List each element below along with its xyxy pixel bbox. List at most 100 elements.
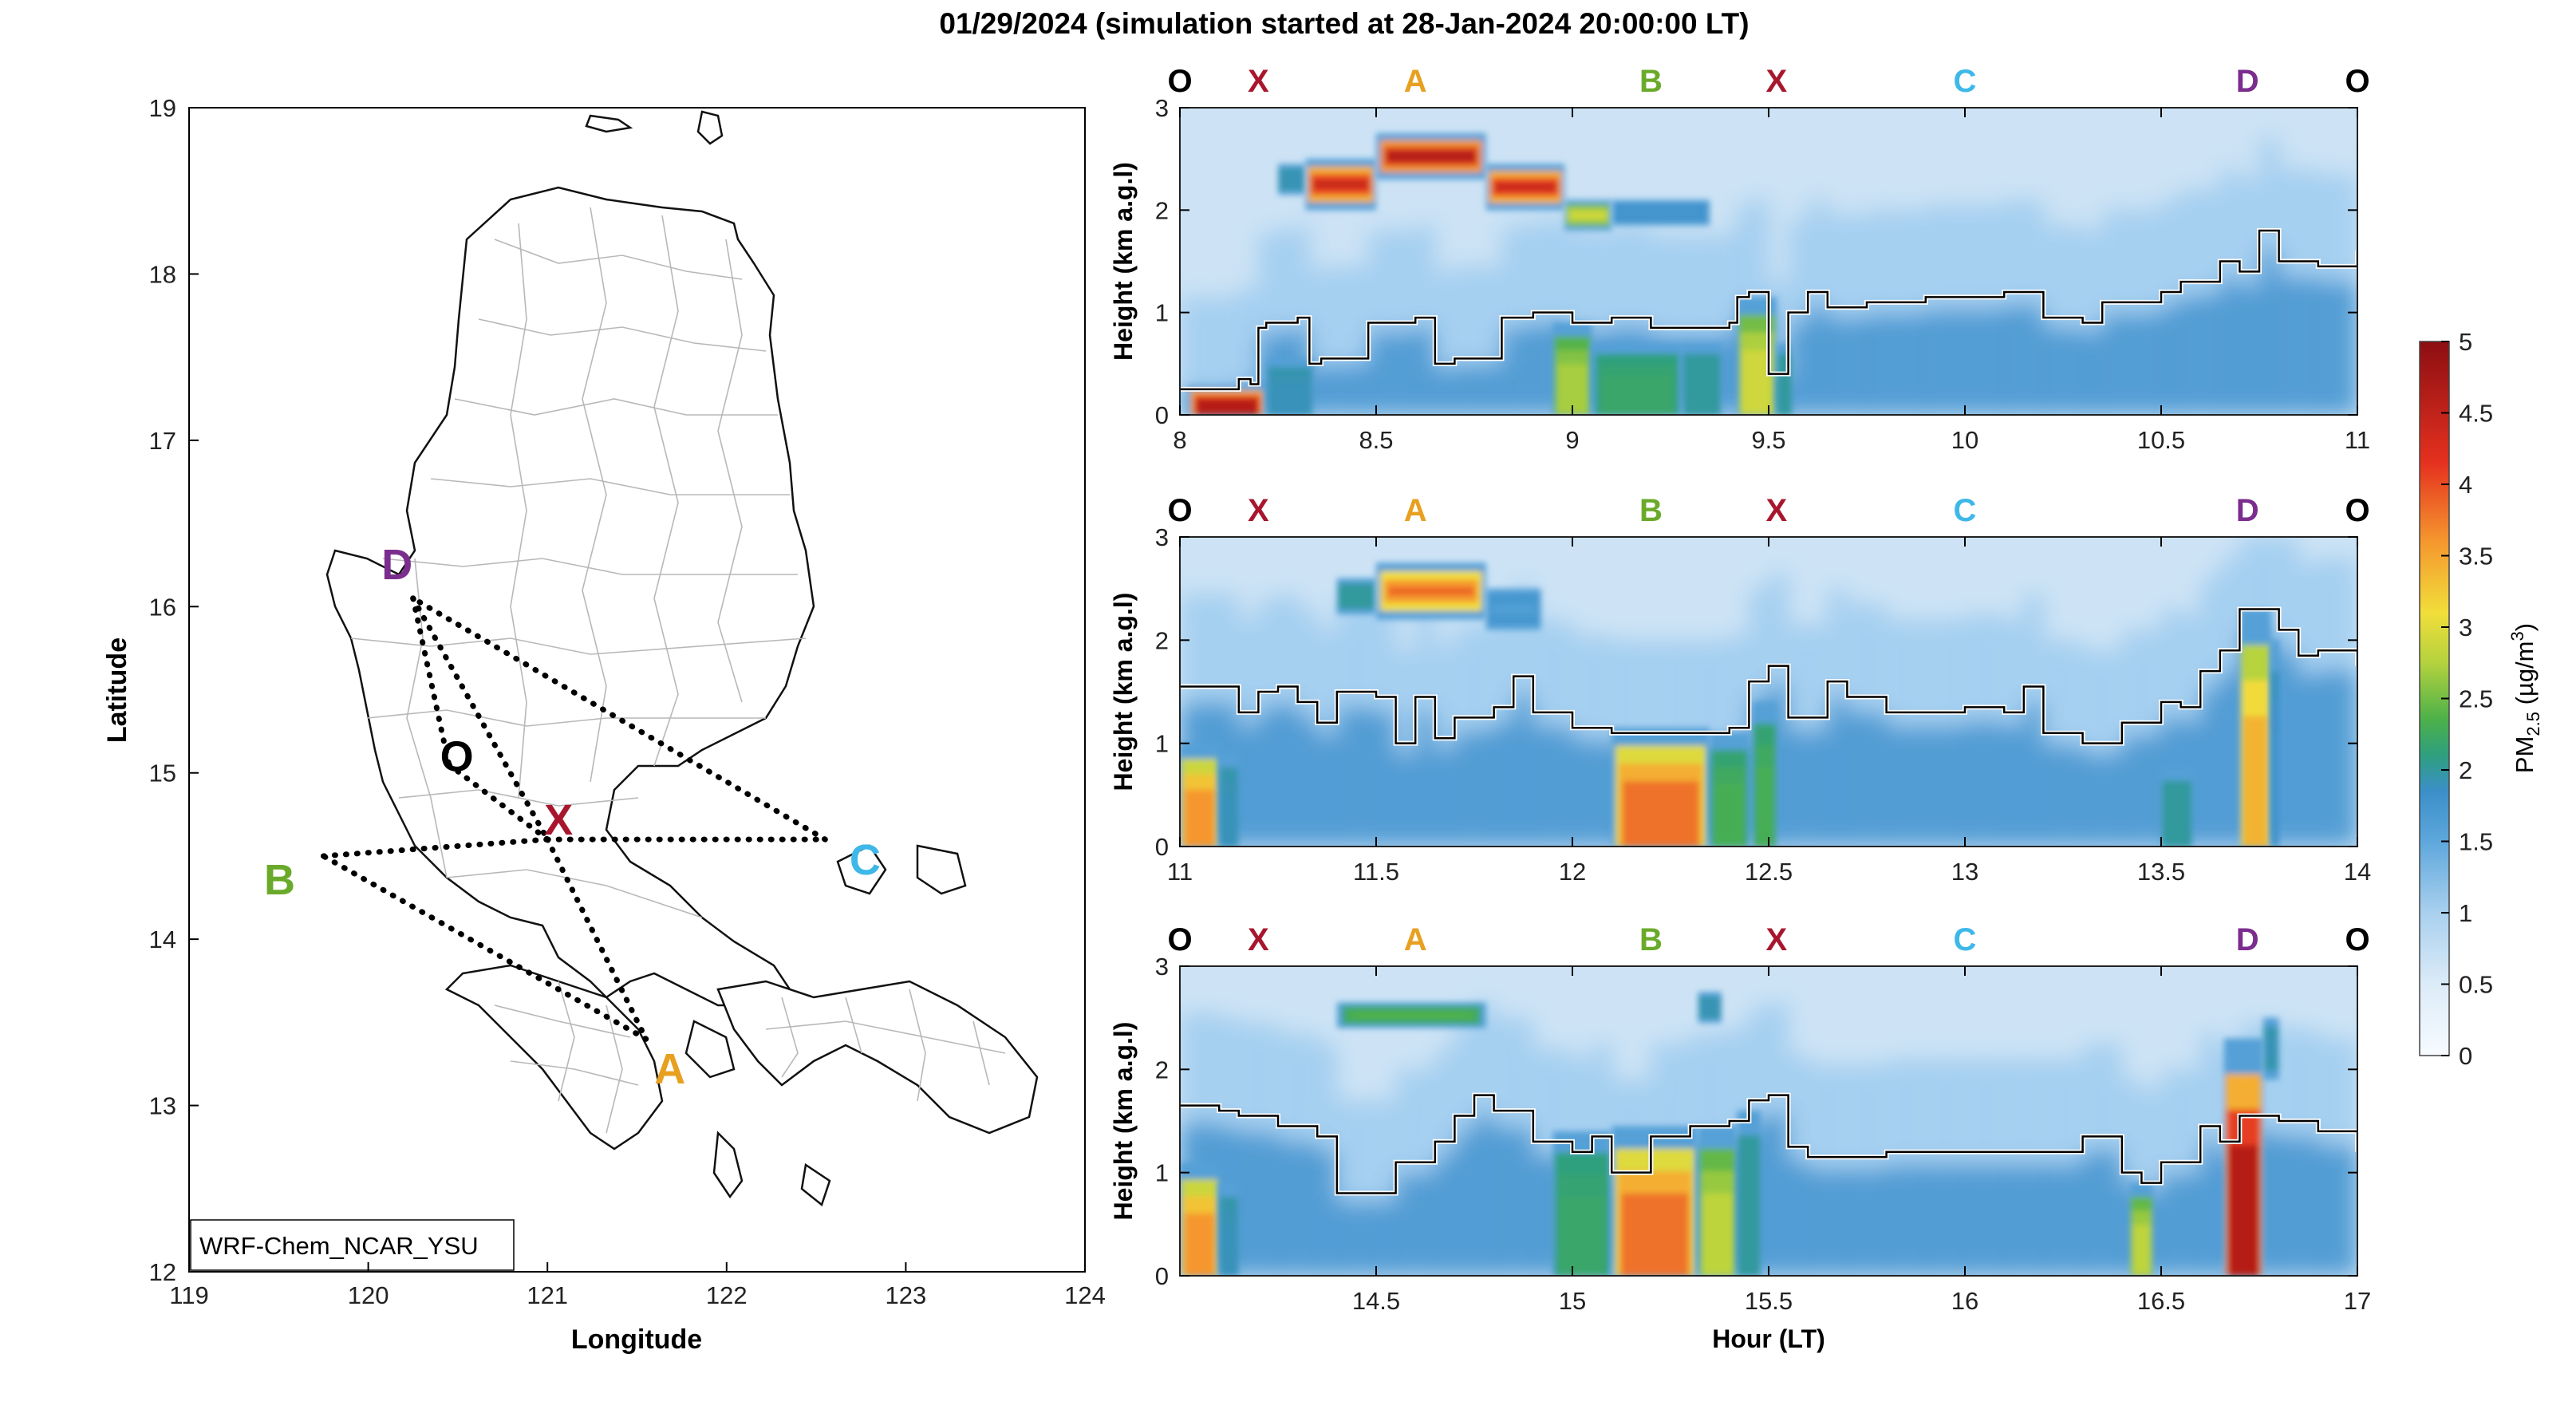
upper-layer-cell (1729, 231, 1738, 333)
plume (1552, 322, 1592, 415)
mixed-layer-cell (1493, 720, 1515, 847)
mixed-layer-cell (1317, 735, 1338, 847)
plume (1485, 588, 1541, 630)
route-segment-c-d (410, 595, 828, 843)
colorbar-tick-label: 0 (2459, 1042, 2472, 1070)
plume (1611, 199, 1710, 226)
upper-layer-cell (2004, 1059, 2045, 1165)
map-y-tick-label: 15 (149, 760, 176, 787)
plume (2270, 640, 2279, 847)
route-segment-o-x (446, 761, 550, 843)
x-tick-label: 13.5 (2137, 858, 2185, 886)
route-label-o: O (1167, 922, 1192, 957)
route-label-o: O (2345, 922, 2369, 957)
mixed-layer-cell (1769, 1113, 1789, 1276)
mixed-layer-cell (1501, 327, 1534, 415)
mixed-layer-cell (1258, 336, 1268, 415)
mixed-layer-cell (2004, 725, 2025, 847)
plume-layer (1569, 213, 1607, 217)
route-label-b: B (1639, 922, 1663, 957)
plume-layer (2164, 803, 2189, 847)
plume (2223, 1038, 2263, 1276)
map-x-tick-label: 122 (706, 1281, 748, 1309)
mixed-layer-cell (2239, 286, 2260, 415)
plume (2161, 769, 2193, 847)
route-segment-d-x (410, 595, 550, 843)
upper-layer-cell (1485, 266, 1503, 365)
map-x-tick-label: 121 (527, 1281, 568, 1309)
plume-layer (1184, 789, 1215, 847)
plume-layer (1184, 1213, 1215, 1276)
map-y-tick-label: 12 (149, 1258, 176, 1286)
map-point-d: D (381, 541, 412, 589)
x-tick-label: 15 (1559, 1287, 1586, 1315)
plume-layer (1700, 1005, 1719, 1009)
map-model-label: WRF-Chem_NCAR_YSU (199, 1232, 479, 1260)
colorbar-tick-label: 1 (2459, 899, 2472, 927)
upper-layer-cell (1501, 225, 1534, 328)
upper-layer-cell (1368, 231, 1417, 333)
map-y-label: Latitude (102, 637, 132, 743)
route-label-o: O (2345, 64, 2369, 99)
mixed-layer-cell (2318, 1146, 2357, 1276)
mixed-layer-cell (1847, 1169, 1888, 1276)
upper-layer-cell (1690, 640, 1730, 744)
colorbar-ticks: 0 0.5 1 1.5 2 2.5 3 3.5 4 4.5 5 (2441, 328, 2493, 1070)
colorbar-label-sub: 2.5 (2523, 712, 2543, 736)
mixed-layer-cell (2298, 674, 2319, 847)
mixed-layer-cell (1485, 364, 1503, 415)
mixed-layer-cell (1533, 725, 1573, 847)
mixed-layer-cell (1808, 1169, 1848, 1276)
route-label-a: A (1404, 493, 1427, 528)
upper-layer-cell (1788, 220, 1809, 323)
colorbar-tick-label: 4.5 (2459, 400, 2493, 428)
map-point-b: B (264, 856, 295, 904)
upper-layer-cell (1297, 609, 1319, 717)
plume (1305, 159, 1376, 211)
plume-layer (2228, 1145, 2259, 1276)
x-tick-label: 9 (1565, 426, 1579, 454)
route-label-x: X (1248, 493, 1269, 528)
upper-layer-cell (1493, 614, 1515, 721)
x-tick-label: 11 (2345, 426, 2370, 454)
mixed-layer-cell (2278, 1136, 2319, 1276)
map-y-tick-label: 13 (149, 1092, 176, 1120)
plume-layer (1559, 1196, 1605, 1276)
upper-layer-cell (1258, 235, 1268, 337)
x-tick-label: 12 (1559, 858, 1586, 886)
upper-layer-cell (1238, 286, 1252, 383)
upper-layer-cell (2082, 231, 2104, 333)
upper-layer-cell (2121, 1079, 2143, 1183)
route-segment-b-x (320, 836, 550, 859)
route-label-x: X (1765, 64, 1787, 99)
upper-layer-cell (2004, 199, 2045, 305)
mixed-layer-cell (2161, 304, 2182, 415)
upper-layer-cell (2318, 174, 2357, 282)
map-x-tick-label: 119 (169, 1281, 208, 1309)
mixed-layer-cell (2102, 313, 2162, 415)
route-label-x: X (1248, 922, 1269, 957)
upper-layer-cell (1278, 1033, 1319, 1142)
upper-layer-cell (2082, 650, 2123, 754)
upper-layer-cell (2082, 1044, 2123, 1151)
route-segment-x-a (544, 836, 649, 1042)
mixed-layer-cell (2180, 294, 2221, 415)
x-tick-label: 17 (2344, 1287, 2371, 1315)
y-axis-label: Height (km a.g.l) (1109, 1022, 1138, 1221)
map-y-tick-label: 18 (149, 260, 176, 288)
plume-layer (1623, 781, 1699, 847)
plume (1698, 992, 1722, 1024)
upper-layer-cell (1250, 292, 1260, 388)
colorbar-tick-label: 2.5 (2459, 685, 2493, 713)
upper-layer-cell (1925, 1059, 1966, 1165)
x-tick-label: 13 (1951, 858, 1978, 886)
x-tick-label: 9.5 (1751, 426, 1785, 454)
upper-layer-cell (1690, 235, 1730, 337)
plume-layer (2132, 1224, 2151, 1276)
plume-layer (1221, 795, 1237, 847)
mixed-layer-cell (1867, 313, 1927, 415)
upper-layer-cell (1297, 225, 1311, 328)
upper-layer-cell (1572, 634, 1613, 740)
figure-title: 01/29/2024 (simulation started at 28-Jan… (939, 7, 1749, 40)
